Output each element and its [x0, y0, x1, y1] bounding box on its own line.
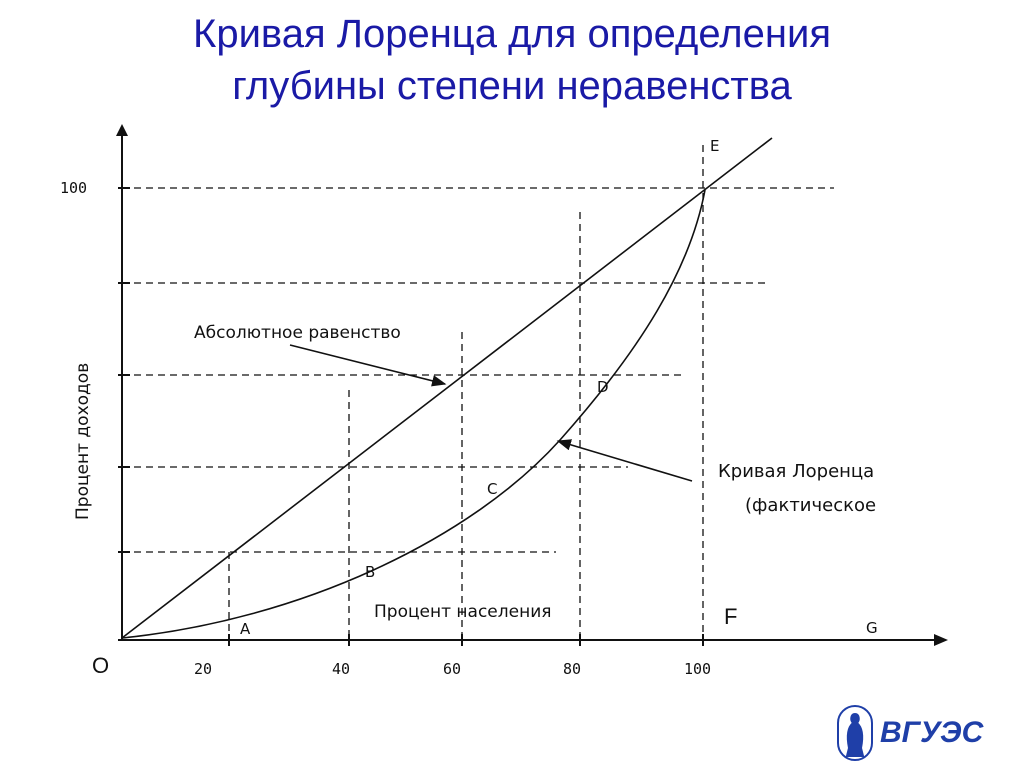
x-axis-arrowhead	[934, 634, 948, 646]
point-label-g: G	[866, 619, 878, 637]
lorenz-curve	[121, 189, 706, 639]
x-tick-label-60: 60	[443, 660, 461, 678]
x-axis-label: Процент населения	[374, 602, 551, 622]
point-label-b: B	[365, 563, 375, 581]
x-tick-label-40: 40	[332, 660, 350, 678]
x-tick-label-80: 80	[563, 660, 581, 678]
y-tick-label-100: 100	[60, 179, 87, 197]
y-axis-arrowhead	[116, 124, 128, 136]
title-line-1: Кривая Лоренца для определения	[193, 12, 831, 56]
lorenz-label-line-2: (фактическое	[745, 495, 876, 516]
title-line-2: глубины степени неравенства	[232, 64, 792, 108]
y-ticks	[118, 187, 130, 553]
lorenz-pointer-arrow	[556, 439, 693, 482]
point-label-f: F	[724, 604, 737, 629]
x-ticks	[228, 634, 704, 646]
guide-lines	[122, 145, 834, 640]
university-logo: ВГУЭС	[837, 705, 985, 761]
y-axis-label: Процент доходов	[73, 363, 93, 520]
x-tick-label-100: 100	[684, 660, 711, 678]
lorenz-label-line-1: Кривая Лоренца	[718, 461, 874, 482]
equality-pointer-arrow	[289, 344, 447, 387]
equality-label: Абсолютное равенство	[194, 323, 401, 343]
point-label-e: E	[710, 137, 719, 155]
origin-label: O	[92, 653, 109, 678]
axes	[118, 128, 938, 641]
logo-text: ВГУЭС	[880, 716, 985, 749]
point-label-c: C	[487, 480, 497, 498]
x-tick-label-20: 20	[194, 660, 212, 678]
point-label-d: D	[597, 378, 609, 396]
point-label-a: A	[240, 620, 251, 638]
slide-title: Кривая Лоренца для определения глубины с…	[0, 8, 1024, 112]
equality-line	[121, 137, 773, 639]
statue-emblem-icon	[837, 705, 873, 761]
